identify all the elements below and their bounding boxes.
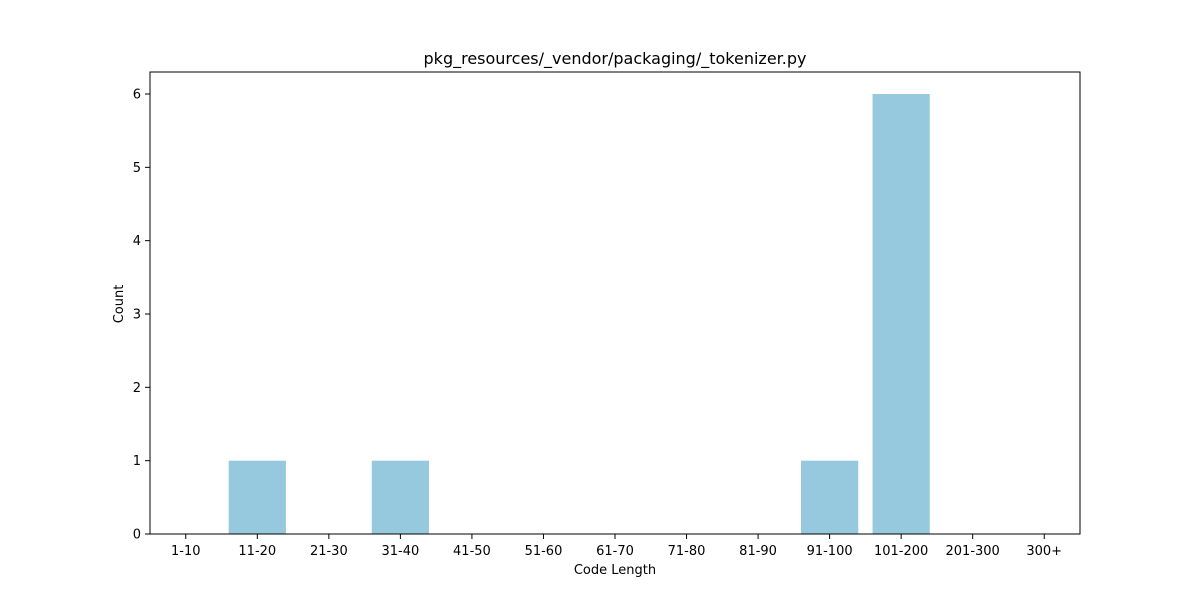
x-tick-label: 11-20	[238, 544, 276, 559]
x-axis-label: Code Length	[574, 563, 656, 578]
x-tick-label: 300+	[1026, 544, 1062, 559]
y-tick-label: 2	[133, 381, 141, 396]
bar-31-40	[371, 460, 429, 534]
x-tick-label: 91-100	[807, 544, 853, 559]
y-tick-label: 1	[133, 454, 141, 469]
y-tick-label: 6	[133, 88, 141, 103]
y-tick-label: 4	[133, 234, 141, 249]
y-tick-label: 5	[133, 161, 141, 176]
bar-91-100	[801, 460, 859, 534]
y-tick-label: 0	[133, 528, 141, 543]
x-tick-label: 61-70	[596, 544, 634, 559]
x-ticks-group: 1-10 11-20 21-30 31-40 41-50 51-60 61-70 71-80 8…	[171, 534, 1062, 559]
x-tick-label: 21-30	[310, 544, 348, 559]
x-tick-label: 31-40	[381, 544, 419, 559]
x-tick-label: 1-10	[171, 544, 201, 559]
x-tick-label: 41-50	[453, 544, 491, 559]
plot-area-frame	[149, 71, 1081, 535]
chart-title: pkg_resources/_vendor/packaging/_tokeniz…	[424, 49, 807, 69]
bars-group	[228, 94, 930, 534]
x-tick-label: 51-60	[525, 544, 563, 559]
y-tick-label: 3	[133, 308, 141, 323]
x-tick-label: 71-80	[668, 544, 706, 559]
x-tick-label: 101-200	[874, 544, 928, 559]
bar-11-20	[228, 460, 286, 534]
bar-101-200	[872, 94, 930, 534]
x-tick-label: 81-90	[739, 544, 777, 559]
x-tick-label: 201-300	[946, 544, 1000, 559]
y-ticks-group: 0 1 2 3 4 5 6	[133, 88, 150, 543]
y-axis-label: Count	[112, 285, 127, 324]
